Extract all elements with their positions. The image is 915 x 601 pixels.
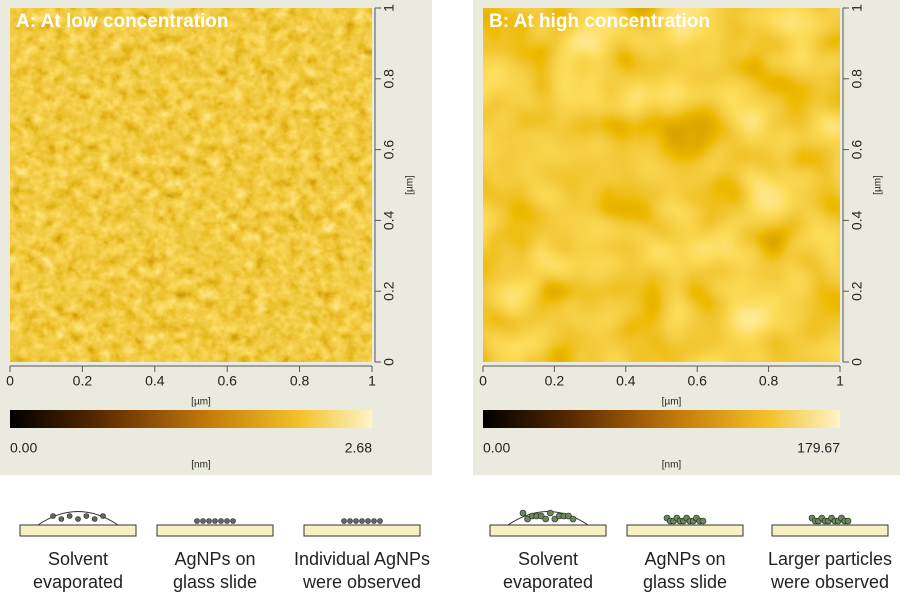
particle [51,514,56,519]
afm-image [10,8,372,362]
particle [372,519,377,524]
particle [342,519,347,524]
panel-title: A: At low concentration [16,11,229,32]
caption: Solvent [518,549,578,569]
particle [84,514,89,519]
caption: Individual AgNPs [294,549,430,569]
y-tick-label: 0.2 [849,281,865,301]
glass-slide [772,525,888,536]
particle [845,518,851,524]
particle [348,519,353,524]
x-tick-label: 0.4 [616,373,636,389]
particle [219,519,224,524]
x-unit: [µm] [191,397,211,408]
y-tick-label: 0.4 [849,210,865,230]
particle [520,510,526,516]
y-unit: [µm] [873,175,884,195]
colorbar-label: 0.00 [483,440,510,456]
particle [354,519,359,524]
afm-image [483,8,840,362]
glass-slide [304,525,420,536]
y-tick-label: 1 [381,4,397,12]
x-tick-label: 1 [836,373,844,389]
particle [570,516,576,522]
particle [231,519,236,524]
particle [67,514,72,519]
figure: A: At low concentration 0 0.2 0.4 0.6 0.8 1 [µm… [0,0,915,601]
caption: Larger particles [768,549,892,569]
x-tick-label: 1 [368,373,376,389]
colorbar [483,410,840,428]
x-tick-label: 0 [6,373,14,389]
particle [700,518,706,524]
caption: AgNPs on [174,549,255,569]
particle [92,517,97,522]
y-tick-label: 0.6 [381,140,397,160]
particle [225,519,230,524]
colorbar-label: 0.00 [10,440,37,456]
x-tick-label: 0.8 [759,373,779,389]
caption: evaporated [33,572,123,592]
caption: Solvent [48,549,108,569]
panel-title: B: At high concentration [489,11,710,32]
x-tick-label: 0 [479,373,487,389]
colorbar-label: 179.67 [797,440,840,456]
glass-slide [20,525,136,536]
particle [59,517,64,522]
colorbar-unit: [nm] [662,460,682,471]
particle [543,516,549,522]
y-tick-label: 0.6 [849,140,865,160]
colorbar-label: 2.68 [345,440,372,456]
caption: AgNPs on [644,549,725,569]
glass-slide [157,525,273,536]
caption: evaporated [503,572,593,592]
y-tick-label: 0.8 [381,69,397,89]
glass-slide [490,525,606,536]
y-tick-label: 1 [849,4,865,12]
caption: were observed [302,572,421,592]
y-tick-label: 0 [381,358,397,366]
x-tick-label: 0.2 [73,373,93,389]
glass-slide [627,525,743,536]
particle [378,519,383,524]
caption: were observed [770,572,889,592]
particle [366,519,371,524]
x-tick-label: 0.2 [545,373,565,389]
x-tick-label: 0.6 [217,373,237,389]
y-tick-label: 0.2 [381,281,397,301]
particle [201,519,206,524]
x-tick-label: 0.8 [290,373,310,389]
particle [207,519,212,524]
particle [195,519,200,524]
y-tick-label: 0.8 [849,69,865,89]
colorbar [10,410,372,428]
x-unit: [µm] [662,397,682,408]
particle [101,514,106,519]
y-tick-label: 0.4 [381,210,397,230]
particle [213,519,218,524]
particle [547,510,553,516]
caption: glass slide [173,572,257,592]
colorbar-unit: [nm] [191,460,211,471]
caption: glass slide [643,572,727,592]
y-unit: [µm] [405,175,416,195]
y-tick-label: 0 [849,358,865,366]
x-tick-label: 0.4 [145,373,165,389]
x-tick-label: 0.6 [687,373,707,389]
particle [360,519,365,524]
particle [76,517,81,522]
